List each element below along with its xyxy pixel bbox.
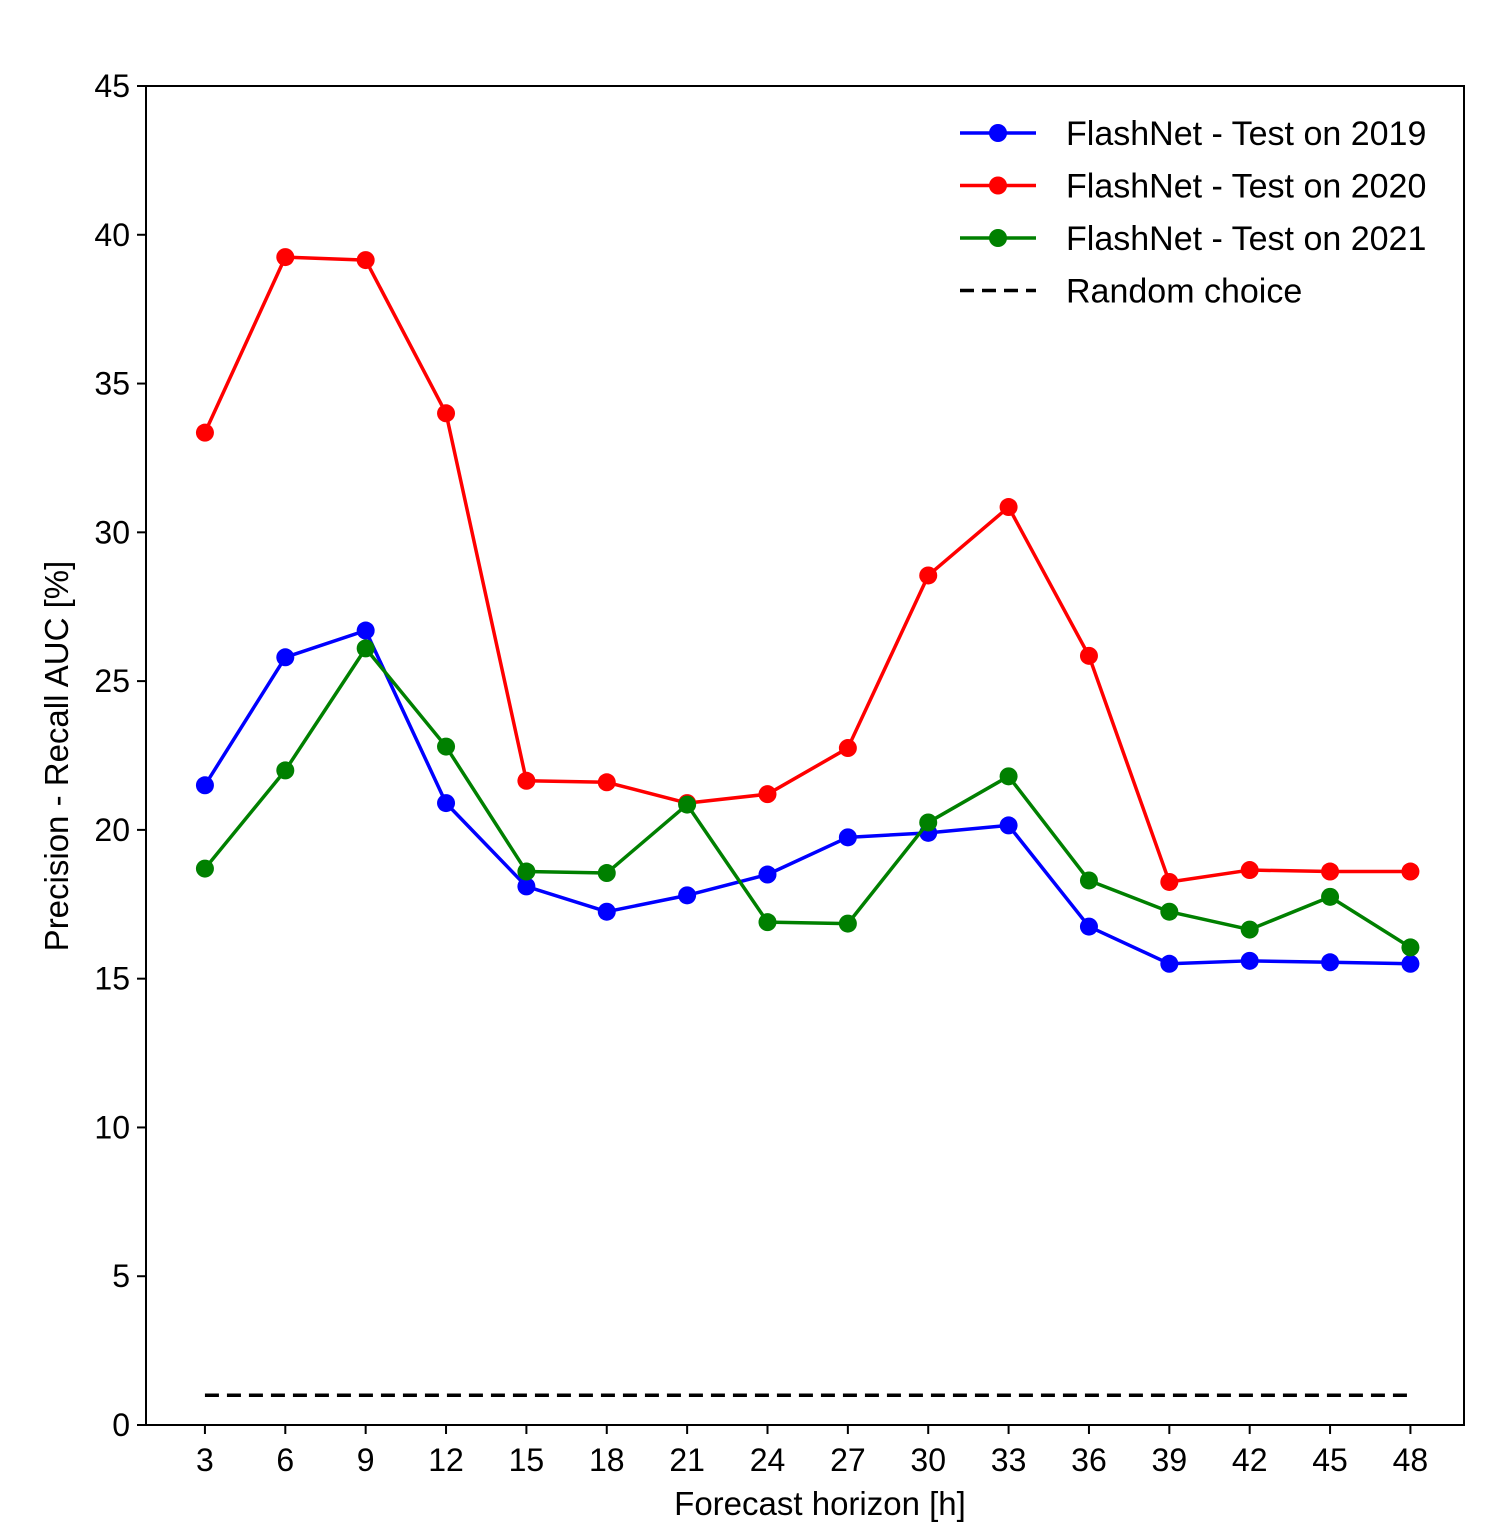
data-point-2019 [758, 865, 777, 884]
data-point-2021 [356, 639, 375, 658]
y-axis-label: Precision - Recall AUC [%] [38, 561, 75, 952]
data-point-2019 [195, 776, 214, 795]
series-line-2020 [203, 255, 1411, 884]
data-point-2021 [1321, 887, 1340, 906]
x-tick-label: 15 [509, 1442, 545, 1478]
legend-label-random-choice: Random choice [1066, 273, 1302, 311]
data-point-2019 [597, 902, 616, 921]
x-tick-label: 24 [750, 1442, 786, 1478]
data-point-2021 [597, 864, 616, 883]
data-point-2019 [838, 828, 857, 847]
series-line-2021 [203, 646, 1412, 949]
data-point-2021 [838, 914, 857, 933]
legend-label-2020: FlashNet - Test on 2020 [1066, 168, 1426, 206]
data-point-2021 [1401, 938, 1420, 957]
data-point-2021 [1240, 920, 1259, 939]
x-axis-label: Forecast horizon [h] [674, 1485, 966, 1522]
legend-marker-2021 [989, 229, 1007, 247]
y-tick-label: 20 [94, 812, 130, 848]
data-point-2021 [276, 761, 295, 780]
x-tick-label: 12 [428, 1442, 464, 1478]
data-point-2021 [1079, 871, 1098, 890]
y-tick-label: 45 [94, 68, 130, 104]
data-point-2019 [517, 877, 536, 896]
y-tick-label: 10 [94, 1109, 130, 1145]
data-point-2020 [356, 251, 375, 270]
y-tick-label: 40 [94, 217, 130, 253]
x-tick-label: 21 [669, 1442, 705, 1478]
data-point-2019 [1079, 917, 1098, 936]
data-point-2020 [597, 773, 616, 792]
data-point-2019 [1401, 954, 1420, 973]
x-tick-label: 18 [589, 1442, 625, 1478]
data-point-2021 [517, 862, 536, 881]
y-tick-label: 15 [94, 961, 130, 997]
x-tick-label: 33 [991, 1442, 1027, 1478]
data-point-2021 [919, 813, 938, 832]
data-point-2020 [1160, 872, 1179, 891]
data-point-2019 [356, 621, 375, 640]
x-tick-label: 39 [1152, 1442, 1188, 1478]
x-tick-label: 30 [910, 1442, 946, 1478]
x-tick-label: 27 [830, 1442, 866, 1478]
y-tick-label: 30 [94, 514, 130, 550]
y-tick-label: 35 [94, 366, 130, 402]
series-layer [195, 248, 1420, 1397]
legend-marker-2019 [989, 124, 1007, 142]
data-point-2019 [678, 886, 697, 905]
data-point-2020 [517, 771, 536, 790]
x-tick-label: 6 [276, 1442, 294, 1478]
plot-frame [145, 85, 1465, 1426]
data-point-2021 [678, 795, 697, 814]
data-point-2020 [838, 739, 857, 758]
data-point-2020 [999, 498, 1018, 517]
data-point-2021 [999, 767, 1018, 786]
data-point-2021 [437, 737, 456, 756]
data-point-2019 [1240, 951, 1259, 970]
y-tick-label: 0 [112, 1407, 130, 1443]
data-point-2020 [758, 785, 777, 804]
data-point-2019 [1160, 954, 1179, 973]
data-point-2021 [758, 913, 777, 932]
data-point-2020 [1321, 862, 1340, 881]
data-point-2020 [437, 404, 456, 423]
series-line-2019 [203, 628, 1411, 966]
x-tick-label: 48 [1393, 1442, 1429, 1478]
data-point-2019 [1321, 953, 1340, 972]
x-tick-label: 9 [357, 1442, 375, 1478]
legend-marker-2020 [989, 176, 1007, 195]
x-tick-label: 42 [1232, 1442, 1268, 1478]
data-point-2019 [276, 648, 295, 667]
x-tick-label: 3 [196, 1442, 214, 1478]
data-point-2019 [999, 816, 1018, 835]
legend-label-2019: FlashNet - Test on 2019 [1066, 115, 1426, 153]
data-point-2020 [195, 423, 214, 442]
y-tick-label: 5 [112, 1258, 130, 1294]
y-tick-label: 25 [94, 663, 130, 699]
legend-label-2021: FlashNet - Test on 2021 [1066, 220, 1426, 258]
data-point-2020 [1240, 861, 1259, 880]
data-point-2020 [1401, 862, 1420, 881]
x-tick-label: 36 [1071, 1442, 1107, 1478]
data-point-2021 [1160, 902, 1179, 921]
data-point-2020 [276, 248, 295, 267]
data-point-2021 [195, 859, 214, 878]
legend: FlashNet - Test on 2019 FlashNet - Test o… [960, 115, 1426, 311]
x-tick-label: 45 [1312, 1442, 1348, 1478]
data-point-2020 [1079, 646, 1098, 665]
data-point-2020 [919, 566, 938, 585]
data-point-2019 [437, 794, 456, 813]
